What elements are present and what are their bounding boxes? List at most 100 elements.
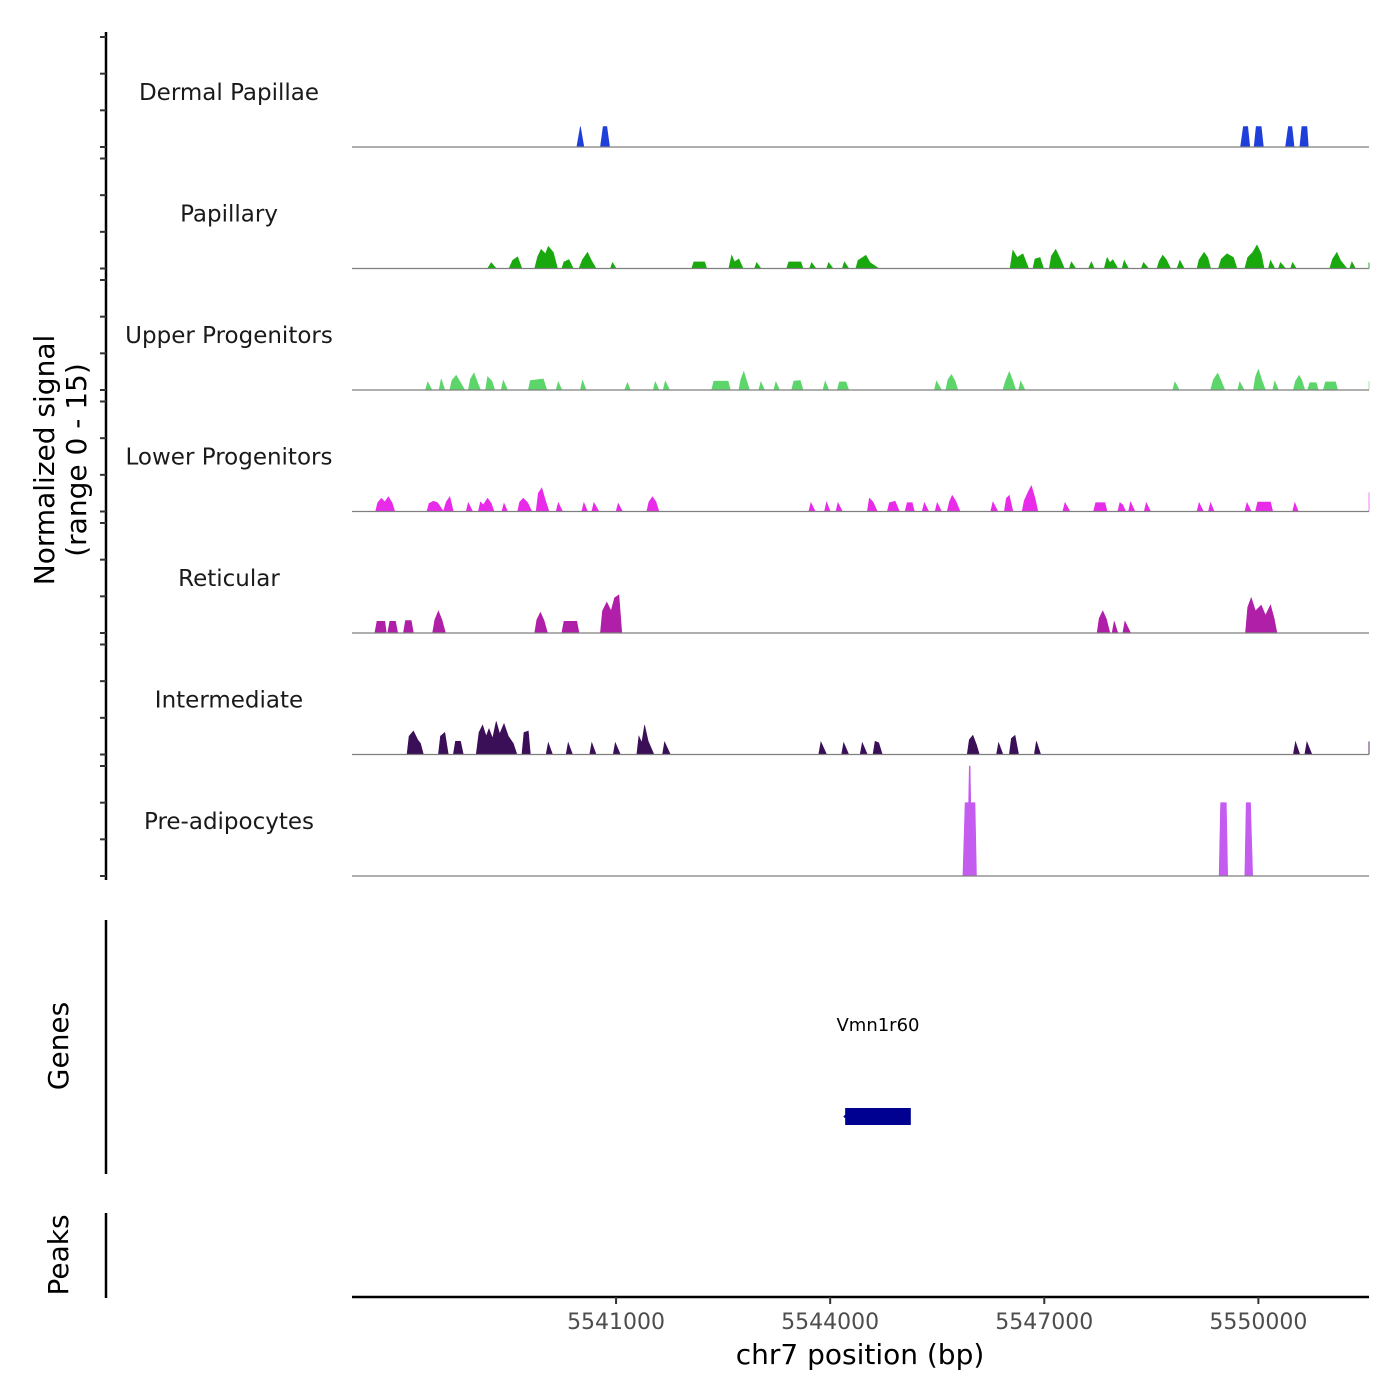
x-tick-label: 5550000 bbox=[1209, 1310, 1307, 1335]
signal-peak bbox=[841, 261, 850, 269]
track-label: Upper Progenitors bbox=[125, 323, 333, 349]
signal-peak bbox=[387, 620, 399, 634]
track-label: Intermediate bbox=[155, 688, 303, 714]
signal-peak bbox=[576, 126, 585, 148]
signal-peak bbox=[1021, 485, 1039, 512]
signal-peak bbox=[652, 380, 660, 391]
signal-peak bbox=[1009, 249, 1030, 269]
track-reticular: Reticular bbox=[178, 566, 1369, 634]
signal-peak bbox=[555, 380, 563, 391]
signal-peak bbox=[921, 501, 930, 512]
signal-peak bbox=[403, 620, 414, 634]
signal-peak bbox=[591, 501, 600, 512]
signal-peak bbox=[465, 501, 474, 512]
signal-peak bbox=[624, 381, 631, 391]
signal-peak bbox=[1208, 501, 1215, 512]
signal-peak bbox=[946, 494, 961, 512]
signal-peak bbox=[612, 741, 621, 755]
signal-peak bbox=[786, 261, 804, 269]
signal-peak bbox=[859, 741, 868, 755]
signal-peak bbox=[1062, 501, 1071, 512]
signal-peak bbox=[904, 502, 915, 512]
signal-peak bbox=[1253, 368, 1266, 391]
genes-track-label: Genes bbox=[42, 1002, 75, 1090]
signal-peak bbox=[521, 730, 531, 755]
signal-peak bbox=[872, 740, 883, 755]
signal-peak bbox=[1117, 502, 1127, 512]
track-label: Reticular bbox=[178, 566, 280, 592]
signal-peak bbox=[426, 500, 444, 512]
signal-peak bbox=[1096, 610, 1111, 634]
signal-peak bbox=[1244, 501, 1252, 512]
signal-peak bbox=[636, 725, 655, 755]
track-label: Lower Progenitors bbox=[126, 445, 333, 471]
signal-peak bbox=[1088, 261, 1095, 269]
signal-peak bbox=[545, 741, 553, 755]
signal-peak bbox=[425, 381, 433, 391]
signal-peak bbox=[824, 500, 831, 512]
signal-peak bbox=[1245, 596, 1278, 634]
signal-peak bbox=[442, 496, 454, 512]
track-label: Pre-adipocytes bbox=[144, 809, 314, 835]
signal-peak bbox=[866, 497, 878, 512]
signal-peak bbox=[886, 500, 900, 512]
signal-peak bbox=[1196, 501, 1204, 512]
signal-peak bbox=[1322, 381, 1338, 391]
signal-peak bbox=[1217, 253, 1238, 269]
track-upper-progenitors: Upper Progenitors bbox=[125, 323, 1370, 391]
signal-peak bbox=[555, 501, 563, 512]
signal-peak bbox=[962, 765, 977, 877]
signal-peak bbox=[1292, 374, 1306, 391]
signal-peak bbox=[1143, 501, 1152, 512]
signal-peak bbox=[1176, 259, 1185, 269]
signal-peak bbox=[600, 126, 610, 148]
signal-peak bbox=[589, 741, 597, 755]
signal-peak bbox=[1172, 381, 1180, 391]
signal-peak bbox=[375, 496, 396, 512]
signal-peak bbox=[578, 251, 597, 269]
signal-peak bbox=[996, 741, 1004, 755]
signal-peak bbox=[438, 378, 446, 391]
signal-peak bbox=[1002, 370, 1017, 391]
signal-peak bbox=[808, 501, 816, 512]
signal-peak bbox=[966, 734, 980, 755]
signal-peak bbox=[581, 501, 588, 512]
signal-peak bbox=[1111, 621, 1119, 634]
signal-peak bbox=[1329, 251, 1348, 269]
signal-peak bbox=[826, 261, 834, 269]
track-papillary: Papillary bbox=[180, 202, 1370, 270]
signal-peak bbox=[1218, 802, 1229, 877]
signal-peak bbox=[934, 380, 943, 391]
signal-peak bbox=[662, 380, 671, 391]
signal-peak bbox=[841, 741, 850, 755]
y-axis-ticks bbox=[100, 36, 106, 877]
signal-peak bbox=[1253, 126, 1264, 148]
signal-peak bbox=[1277, 262, 1287, 269]
track-intermediate: Intermediate bbox=[155, 688, 1370, 756]
signal-peak bbox=[1292, 501, 1299, 512]
x-tick-label: 5541000 bbox=[567, 1310, 665, 1335]
signal-peak bbox=[1290, 261, 1297, 269]
signal-peak bbox=[1240, 126, 1251, 148]
signal-peak bbox=[1268, 259, 1276, 269]
gene-body bbox=[845, 1108, 911, 1125]
signal-peak bbox=[835, 501, 843, 512]
signal-peak bbox=[945, 374, 959, 391]
signal-peak bbox=[1032, 257, 1045, 269]
signal-peak bbox=[609, 261, 617, 269]
signal-peak bbox=[1299, 126, 1309, 148]
signal-peak bbox=[1307, 382, 1319, 391]
signal-peak bbox=[662, 740, 671, 755]
signal-peak bbox=[836, 381, 850, 391]
peaks-track-label: Peaks bbox=[42, 1214, 75, 1295]
signal-peak bbox=[646, 496, 660, 512]
signal-peak bbox=[754, 261, 762, 269]
signal-peak bbox=[1244, 244, 1265, 269]
signal-peak bbox=[615, 502, 623, 512]
signal-peak bbox=[1122, 620, 1132, 634]
signal-peak bbox=[1121, 259, 1129, 269]
signal-peak bbox=[711, 380, 731, 391]
signal-peak bbox=[1292, 740, 1301, 755]
signal-peak bbox=[855, 254, 880, 269]
